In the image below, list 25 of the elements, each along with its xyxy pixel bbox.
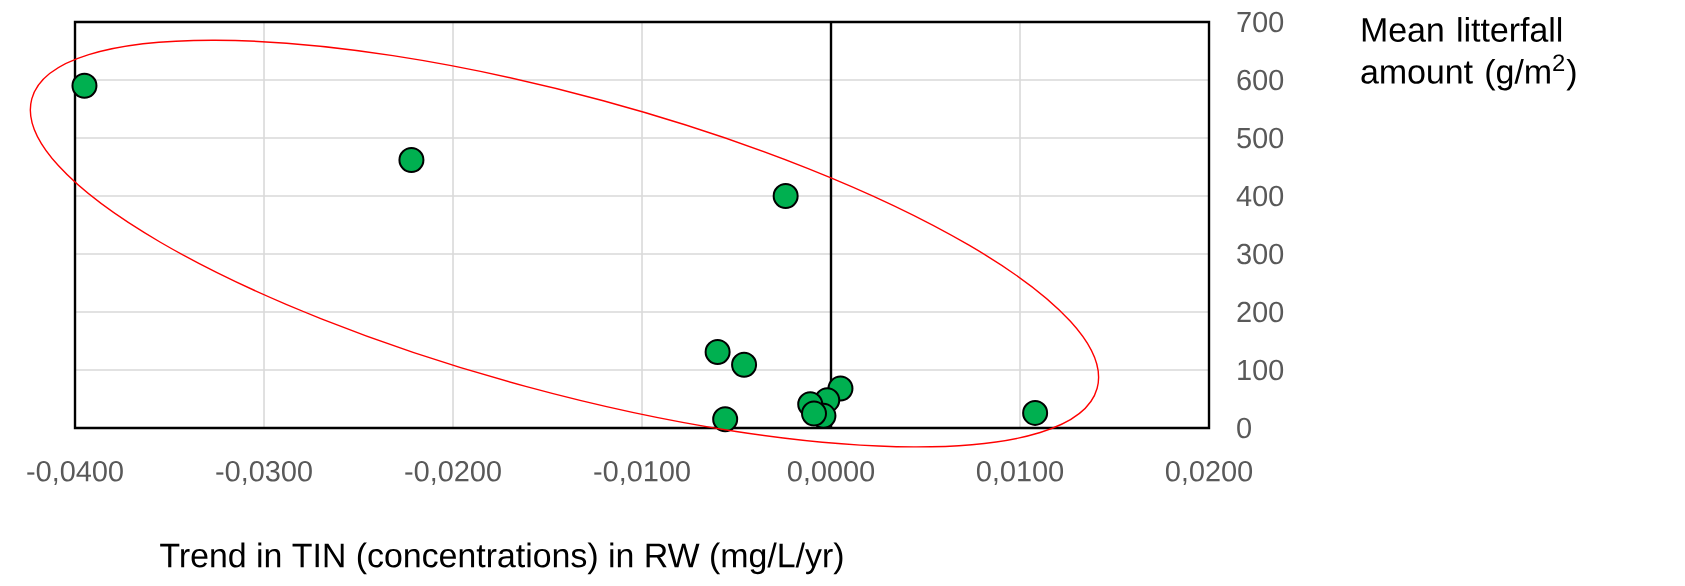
point	[71, 72, 98, 99]
point	[731, 351, 758, 378]
point	[398, 147, 425, 174]
x-axis-title: Trend in TIN (concentrations) in RW (mg/L/yr)	[160, 542, 843, 575]
y-tick-label: 500	[1237, 127, 1284, 149]
y-tick-label: 200	[1237, 301, 1284, 323]
y-tick-label: 700	[1237, 11, 1284, 33]
x-tick-label: -0,0400	[27, 461, 123, 485]
x-tick-label: -0,0100	[594, 461, 690, 485]
y-tick-label: 300	[1237, 243, 1284, 265]
y-tick-label: 100	[1238, 359, 1284, 381]
y-tick-label: 0	[1237, 417, 1251, 439]
x-tick-label: -0,0200	[405, 461, 501, 485]
point	[801, 400, 827, 427]
point	[772, 183, 799, 209]
y-axis-title: Mean litterfall amount (g/m$^{2}$)	[1361, 17, 1576, 91]
point	[704, 339, 731, 366]
point	[1022, 399, 1049, 426]
x-tick-label: 0,0200	[1165, 461, 1253, 485]
x-tick-label: 0,0000	[787, 461, 875, 485]
y-tick-label: 400	[1236, 185, 1284, 207]
x-tick-label: -0,0300	[216, 461, 312, 485]
x-tick-label: 0,0100	[976, 461, 1064, 485]
y-tick-label: 600	[1237, 69, 1284, 91]
point	[712, 406, 739, 433]
